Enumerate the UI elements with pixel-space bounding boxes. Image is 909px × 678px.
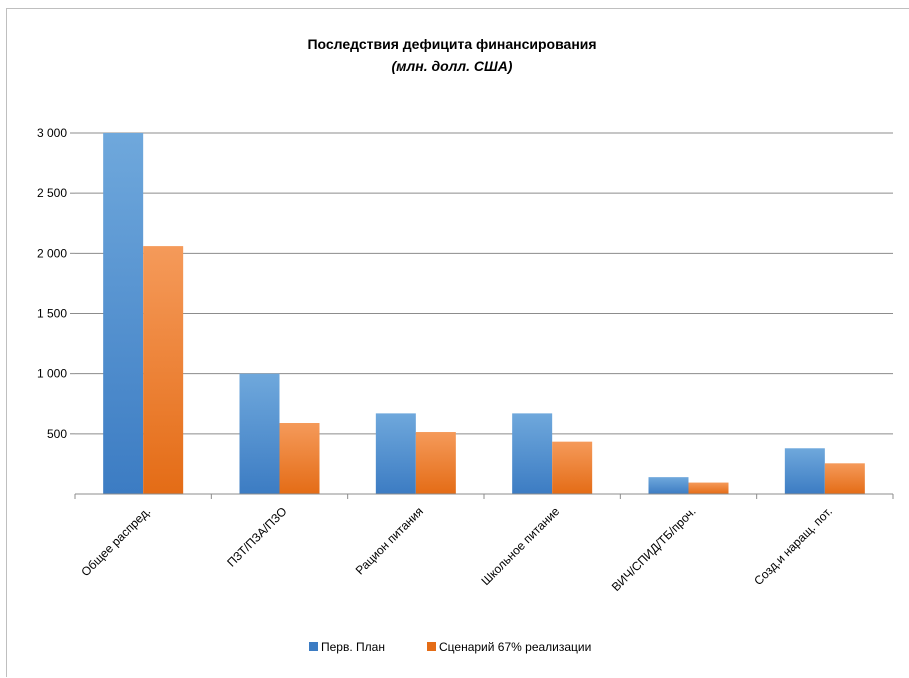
y-tick-label: 2 500 <box>37 186 67 200</box>
y-tick-label: 1 000 <box>37 367 67 381</box>
bar-scenario <box>824 463 865 494</box>
y-tick-label: 3 000 <box>37 126 67 140</box>
chart-title: Последствия дефицита финансирования <box>307 36 596 52</box>
legend-label: Перв. План <box>321 640 385 654</box>
bar-scenario <box>279 423 320 494</box>
legend-label: Сценарий 67% реализации <box>439 640 591 654</box>
bar-plan <box>784 448 825 494</box>
category-label: Общее распред. <box>78 504 153 579</box>
bar-plan <box>103 133 144 494</box>
y-axis-ticks: 500 1 000 1 500 2 000 2 500 3 000 <box>37 126 67 441</box>
category-label: Созд.и наращ. пот. <box>751 504 835 588</box>
legend-swatch <box>309 642 318 651</box>
category-labels: Общее распред. ПЗТ/ПЗА/ПЗО Рацион питания Ш… <box>78 504 835 594</box>
bar-scenario <box>552 441 593 494</box>
bar-scenario <box>143 246 184 494</box>
y-tick-label: 1 500 <box>37 307 67 321</box>
bar-plan <box>239 373 280 494</box>
bar-plan <box>648 477 689 494</box>
category-label: Школьное питание <box>478 504 562 588</box>
y-tick-label: 2 000 <box>37 246 67 260</box>
bar-plan <box>375 413 416 494</box>
category-label: ПЗТ/ПЗА/ПЗО <box>224 504 289 569</box>
legend: Перв. План Сценарий 67% реализации <box>309 640 591 654</box>
bar-plan <box>512 413 553 494</box>
category-label: ВИЧ/СПИД/ТБ/проч. <box>609 504 699 594</box>
chart-frame: Последствия дефицита финансирования (млн… <box>6 8 909 677</box>
gridlines <box>70 132 893 435</box>
bars <box>103 133 865 494</box>
chart-subtitle: (млн. долл. США) <box>392 58 513 74</box>
legend-swatch <box>427 642 436 651</box>
category-label: Рацион питания <box>353 504 426 577</box>
bar-scenario <box>688 482 729 494</box>
chart-canvas: Последствия дефицита финансирования (млн… <box>37 36 894 654</box>
bar-scenario <box>415 432 456 494</box>
x-axis <box>74 493 894 499</box>
y-tick-label: 500 <box>47 427 67 441</box>
